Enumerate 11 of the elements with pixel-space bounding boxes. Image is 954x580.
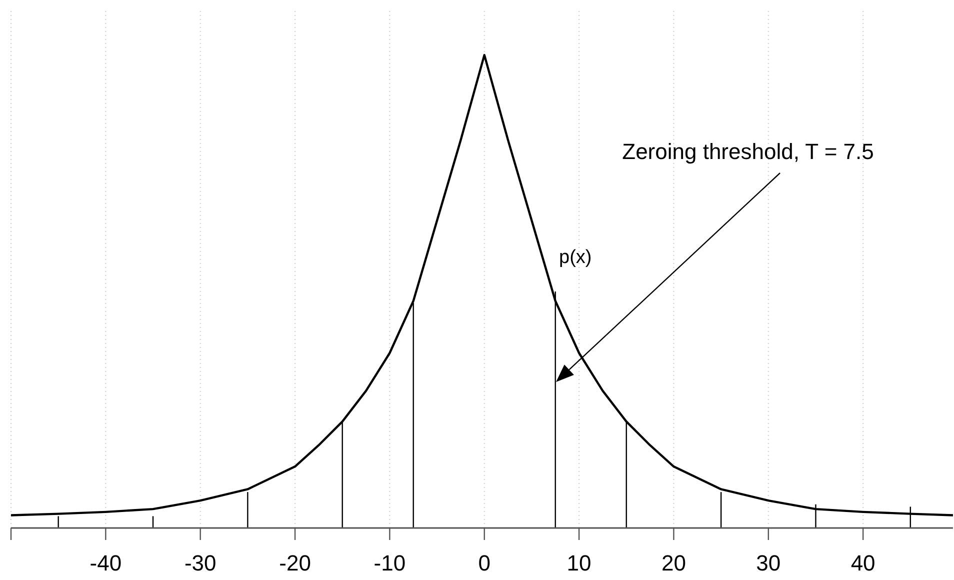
x-tick-label: 0: [478, 550, 490, 576]
x-tick-label: 40: [850, 550, 876, 576]
x-tick-label: -30: [184, 550, 216, 576]
x-tick-label: -10: [374, 550, 406, 576]
x-tick-label: -20: [279, 550, 311, 576]
series-label: p(x): [559, 246, 592, 268]
x-tick-label: 10: [566, 550, 592, 576]
x-tick-label: 30: [756, 550, 781, 576]
annotation: Zeroing threshold, T = 7.5: [622, 139, 874, 164]
x-tick-label: 20: [661, 550, 686, 576]
x-tick-label: -40: [90, 550, 122, 576]
